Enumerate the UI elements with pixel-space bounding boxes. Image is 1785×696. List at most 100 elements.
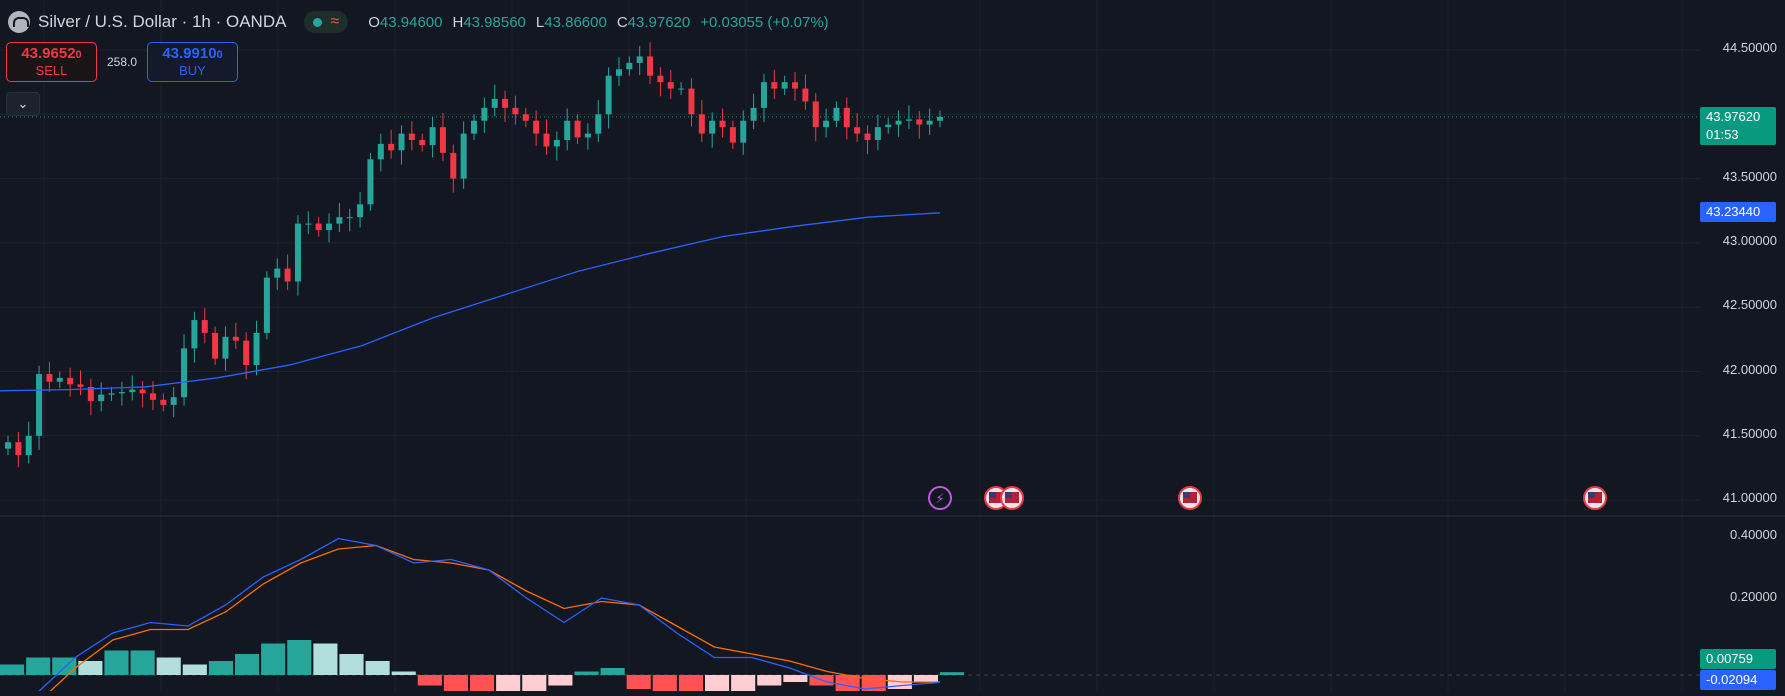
candle-body — [36, 374, 43, 436]
candle-body — [626, 62, 633, 70]
ma-value-tag: 43.23440 — [1700, 202, 1776, 222]
candle-body — [243, 340, 250, 366]
macd-histogram-bar — [235, 654, 260, 675]
macd-signal-tag: -0.02094 — [1700, 670, 1776, 690]
svg-text:⚡: ⚡ — [935, 491, 944, 506]
candle-body — [895, 120, 902, 125]
candle-body — [636, 56, 643, 63]
macd-signal-line — [44, 544, 940, 696]
price-tick: 42.50000 — [1722, 297, 1777, 312]
macd-histogram-bar — [783, 675, 808, 682]
candle-body — [56, 377, 63, 382]
candle-body — [357, 204, 364, 218]
candle-body — [678, 88, 685, 90]
candle-body — [460, 133, 467, 179]
macd-histogram-bar — [522, 675, 547, 693]
symbol-header: Silver / U.S. Dollar · 1h · OANDA ≈ O43.… — [8, 9, 829, 35]
silver-symbol-icon[interactable] — [8, 11, 30, 33]
candle-body — [25, 435, 32, 456]
macd-histogram-bar — [496, 675, 521, 696]
candle-body — [326, 223, 333, 231]
candle-body — [222, 336, 229, 359]
spread-value: 258.0 — [106, 55, 138, 69]
candle-body — [719, 120, 726, 128]
candle-body — [926, 120, 933, 125]
ohlc-close: C43.97620 — [616, 13, 691, 31]
candle-body — [367, 159, 374, 205]
candle-body — [854, 127, 861, 134]
macd-histogram-bar — [705, 675, 730, 696]
candle-body — [605, 75, 612, 115]
candle-body — [263, 277, 270, 333]
ohlc-high: H43.98560 — [452, 13, 526, 31]
candle-body — [792, 82, 799, 89]
macd-histogram-bar — [287, 640, 312, 675]
candle-body — [98, 394, 105, 402]
moving-average-line — [0, 212, 941, 392]
collapse-legend-button[interactable]: ⌄ — [6, 92, 40, 116]
symbol-title[interactable]: Silver / U.S. Dollar · 1h · OANDA — [38, 12, 287, 31]
sell-button[interactable]: 43.96520 SELL — [6, 42, 97, 82]
macd-histogram-bar — [548, 675, 573, 686]
candle-body — [46, 374, 53, 382]
candle-body — [305, 223, 312, 225]
candle-body — [802, 88, 809, 102]
candle-body — [843, 107, 850, 128]
price-tick: 43.50000 — [1722, 169, 1777, 184]
candle-body — [667, 82, 674, 89]
macd-histogram-bar — [470, 675, 495, 696]
candle-body — [439, 127, 446, 153]
candle-body — [740, 120, 747, 143]
candle-body — [491, 98, 498, 108]
candle-body — [522, 114, 529, 121]
candle-body — [584, 133, 591, 138]
bar-countdown: 01:53 — [1706, 127, 1739, 142]
macd-histogram-bar — [365, 661, 390, 675]
candle-body — [647, 56, 654, 76]
candle-body — [553, 140, 560, 147]
macd-histogram-bar — [208, 661, 233, 675]
buy-button[interactable]: 43.99100 BUY — [147, 42, 238, 82]
candle-body — [108, 393, 115, 395]
macd-histogram-bar — [130, 650, 155, 675]
macd-line — [31, 537, 941, 696]
candle-body — [864, 133, 871, 141]
macd-histogram-bar — [156, 657, 181, 675]
candle-body — [315, 223, 322, 231]
candle-body — [408, 133, 415, 141]
candle-body — [823, 120, 830, 128]
buy-label: BUY — [179, 63, 206, 78]
ohlc-readout: O43.94600 H43.98560 L43.86600 C43.97620 … — [368, 14, 828, 31]
candle-body — [729, 127, 736, 143]
ohlc-open: O43.94600 — [368, 13, 443, 31]
last-price-value: 43.97620 — [1706, 109, 1761, 124]
candle-body — [760, 82, 767, 108]
candle-body — [139, 389, 146, 394]
candle-body — [812, 101, 819, 128]
candle-body — [149, 393, 156, 400]
candle-body — [77, 384, 84, 387]
data-problem-wave-icon: ≈ — [330, 13, 340, 30]
candle-body — [615, 69, 622, 76]
buy-price-pip: 0 — [216, 49, 223, 61]
sell-label: SELL — [35, 63, 68, 78]
candle-body — [377, 143, 384, 160]
macd-histogram-bar — [913, 675, 938, 682]
candle-body — [512, 107, 519, 115]
price-tick: 44.50000 — [1722, 40, 1777, 55]
candle-body — [937, 116, 943, 121]
market-open-dot-icon — [313, 17, 323, 27]
candle-body — [160, 399, 167, 405]
market-status-pill[interactable]: ≈ — [304, 11, 349, 33]
macd-histogram-bar — [731, 675, 756, 693]
candle-body — [253, 332, 260, 366]
candle-body — [833, 107, 840, 121]
candle-body — [595, 114, 602, 134]
candle-body — [481, 107, 488, 121]
candle-body — [874, 127, 881, 141]
chevron-down-icon: ⌄ — [17, 96, 29, 111]
macd-histogram-bar — [574, 671, 599, 675]
ohlc-change: +0.03055 (+0.07%) — [700, 13, 829, 31]
